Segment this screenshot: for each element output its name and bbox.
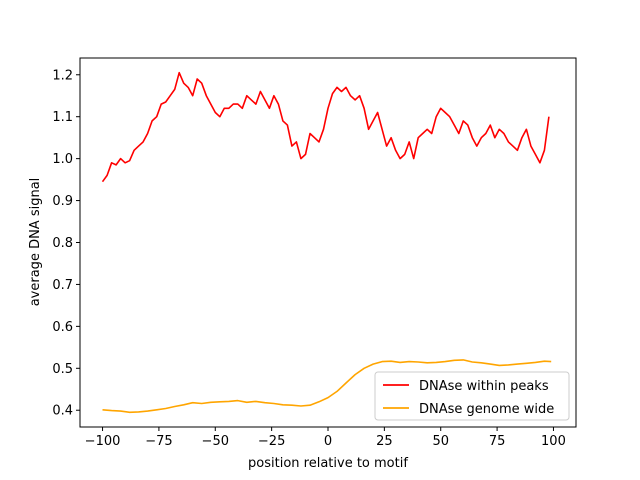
legend-label-within-peaks: DNAse within peaks: [419, 379, 549, 394]
series-layer: [101, 71, 552, 414]
x-tick-label: −75: [145, 434, 172, 449]
y-axis-label: average DNA signal: [28, 178, 43, 307]
legend-box: [374, 371, 570, 421]
series-line-dnase-genome-wide: [102, 359, 552, 414]
legend-label-genome-wide: DNAse genome wide: [419, 402, 554, 417]
legend: DNAse within peaks DNAse genome wide: [374, 371, 570, 421]
x-tick-label: 75: [489, 434, 506, 449]
x-axis-label: position relative to motif: [248, 456, 408, 471]
y-tick-label: 1.0: [52, 152, 73, 167]
x-tick-label: −25: [258, 434, 285, 449]
y-tick-label: 0.6: [52, 320, 73, 335]
y-tick-label: 0.5: [52, 362, 73, 377]
x-tick-label: 100: [541, 434, 566, 449]
x-axis-ticks: −100 −75 −50 −25 0 25 50 75 100: [85, 427, 566, 449]
plot-frame: [79, 57, 577, 428]
y-tick-label: 0.7: [52, 278, 73, 293]
x-tick-label: 0: [324, 434, 332, 449]
series-line-dnase-within-peaks: [101, 71, 550, 183]
y-axis-ticks: 0.4 0.5 0.6 0.7 0.8 0.9 1.0 1.1 1.2: [52, 68, 80, 419]
y-tick-label: 1.2: [52, 68, 73, 83]
x-tick-label: −50: [202, 434, 229, 449]
x-tick-label: 50: [432, 434, 449, 449]
y-tick-label: 0.9: [52, 194, 73, 209]
y-tick-label: 0.4: [52, 404, 73, 419]
x-tick-label: −100: [85, 434, 121, 449]
y-tick-label: 0.8: [52, 236, 73, 251]
y-tick-label: 1.1: [52, 110, 73, 125]
x-tick-label: 25: [376, 434, 393, 449]
plot-area: [80, 58, 576, 427]
